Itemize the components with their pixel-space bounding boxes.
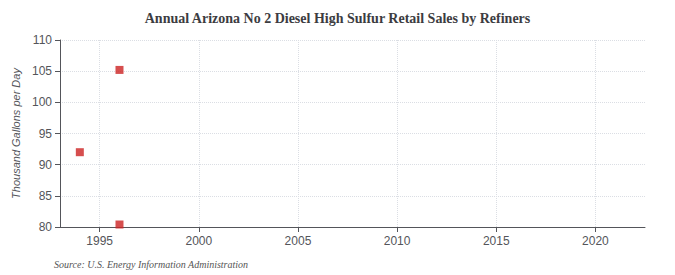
svg-text:2020: 2020 xyxy=(582,234,609,248)
svg-text:100: 100 xyxy=(32,95,52,109)
svg-text:90: 90 xyxy=(39,158,53,172)
svg-text:1995: 1995 xyxy=(86,234,113,248)
svg-text:Thousand Gallons per Day: Thousand Gallons per Day xyxy=(10,67,22,199)
svg-text:80: 80 xyxy=(39,220,53,234)
svg-text:Annual Arizona No 2 Diesel Hig: Annual Arizona No 2 Diesel High Sulfur R… xyxy=(145,11,531,26)
svg-text:2005: 2005 xyxy=(285,234,312,248)
svg-text:Source: U.S. Energy Informatio: Source: U.S. Energy Information Administ… xyxy=(54,259,248,270)
svg-text:110: 110 xyxy=(33,33,52,47)
svg-text:105: 105 xyxy=(32,64,52,78)
svg-text:2010: 2010 xyxy=(384,234,411,248)
svg-text:95: 95 xyxy=(39,127,53,141)
svg-text:85: 85 xyxy=(39,189,53,203)
svg-text:2015: 2015 xyxy=(483,234,510,248)
svg-text:2000: 2000 xyxy=(185,234,212,248)
